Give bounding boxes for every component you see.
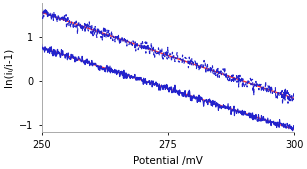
Y-axis label: ln(iₗ/i-1): ln(iₗ/i-1)	[3, 48, 14, 87]
X-axis label: Potential /mV: Potential /mV	[133, 155, 203, 165]
